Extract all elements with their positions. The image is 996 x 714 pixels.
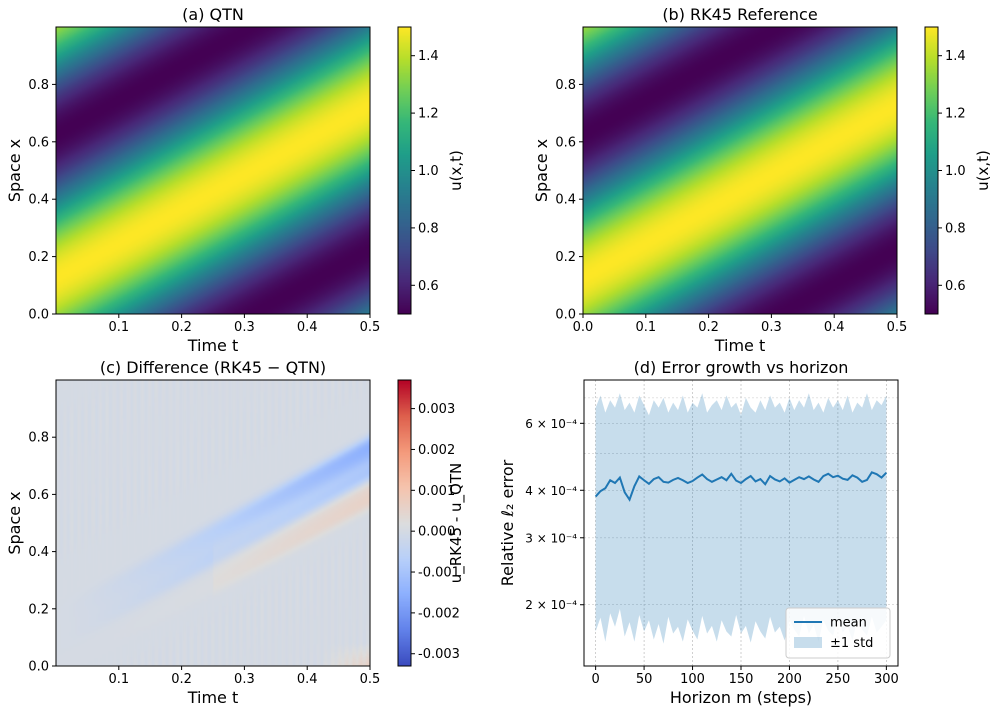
panel-d-std-band [595, 393, 887, 644]
panel-b-colorbar-tick-label-3: 1.2 [945, 107, 966, 122]
panel-c-ytick-label-2: 0.4 [28, 545, 49, 560]
panel-c-colorbar-tick-label-5: 0.002 [418, 443, 455, 458]
panel-c-colorbar-tick-label-6: 0.003 [418, 402, 455, 417]
panel-a-xlabel: Time t [187, 336, 239, 355]
panel-d-xtick-label-6: 300 [874, 672, 899, 687]
panel-b-ytick-label-0: 0.0 [555, 308, 576, 323]
panel-c-ytick-label-4: 0.8 [28, 431, 49, 446]
panel-c-plot-frame [55, 379, 371, 667]
panel-c-xlabel: Time t [187, 688, 239, 707]
panel-c-ytick-label-0: 0.0 [28, 660, 49, 675]
panel-c-xtick-label-0: 0.1 [108, 672, 129, 687]
panel-a-colorbar-tick-label-3: 1.2 [418, 107, 439, 122]
panel-b-colorbar-tick-label-2: 1.0 [945, 164, 966, 179]
panel-a-plot-frame [55, 26, 371, 315]
panel-a-ytick-label-1: 0.2 [28, 250, 49, 265]
panel-c-ytick-label-3: 0.6 [28, 488, 49, 503]
panel-a-colorbar-tick-label-1: 0.8 [418, 221, 439, 236]
panel-a-xtick-label-2: 0.3 [234, 320, 255, 335]
panel-d-legend-box [785, 607, 891, 659]
panel-c-colorbar-frame [397, 379, 412, 667]
panel-c-ytick-label-1: 0.2 [28, 602, 49, 617]
panel-c-colorbar-tick-label-1: -0.002 [418, 606, 460, 621]
panel-c-colorbar-tick-label-4: 0.001 [418, 484, 455, 499]
panel-b-colorbar-label: u(x,t) [974, 150, 992, 191]
panel-b-title: (b) RK45 Reference [662, 5, 817, 24]
panel-b-colorbar-tick-label-0: 0.6 [945, 279, 966, 294]
panel-a-ytick-label-0: 0.0 [28, 308, 49, 323]
panel-d-xtick-label-4: 200 [777, 672, 802, 687]
panel-b-ytick-label-2: 0.4 [555, 193, 576, 208]
panel-b-colorbar-gradient [925, 27, 938, 314]
panel-a-xtick-label-3: 0.4 [297, 320, 318, 335]
panel-d-legend-mean-label: mean [830, 616, 867, 631]
panel-b-heatmap-image [583, 27, 897, 314]
panel-b-xtick-label-5: 0.5 [887, 320, 908, 335]
panel-d-xlabel: Horizon m (steps) [670, 688, 812, 707]
panel-c-colorbar-tick-label-2: -0.001 [418, 566, 460, 581]
panel-d-ytick-label-0: 2 × 10⁻⁴ [525, 598, 577, 612]
panel-c-difference: 0.1 0.2 0.3 0.4 0.5 0.0 0.2 0.4 0.6 0.8 (c) Differ… [5, 358, 466, 707]
panel-d-mean-line [594, 471, 888, 502]
panel-a-heatmap-image [56, 27, 370, 314]
panel-a-colorbar-tick-label-4: 1.4 [418, 49, 439, 64]
panel-b-xtick-label-2: 0.2 [698, 320, 719, 335]
panel-b-xtick-label-0: 0.0 [573, 320, 594, 335]
panel-d-xtick-label-3: 150 [729, 672, 754, 687]
panel-a-colorbar-gradient [398, 27, 411, 314]
panel-b-ytick-label-1: 0.2 [555, 250, 576, 265]
panel-c-colorbar-tick-label-3: 0.000 [418, 525, 455, 540]
panel-b-xtick-label-1: 0.1 [635, 320, 656, 335]
panel-b-ylabel: Space x [532, 139, 551, 202]
panel-b-ytick-label-3: 0.6 [555, 135, 576, 150]
panel-d-xtick-label-5: 250 [825, 672, 850, 687]
panel-b-plot-frame [582, 26, 898, 315]
panel-b-rk45-reference: 0.0 0.1 0.2 0.3 0.4 0.5 0.0 0.2 0.4 0.6 0.8 (b) RK4… [532, 5, 992, 355]
panel-a-xtick-label-1: 0.2 [171, 320, 192, 335]
panel-a-qtn: 0.1 0.2 0.3 0.4 0.5 0.0 0.2 0.4 0.6 0.8 (a) QTN Tim… [5, 5, 465, 355]
panel-c-xtick-label-4: 0.5 [360, 672, 381, 687]
panel-d-legend-std-swatch [794, 637, 822, 648]
panel-a-ytick-label-3: 0.6 [28, 135, 49, 150]
panel-c-heatmap-image [56, 380, 370, 666]
panel-a-ytick-label-2: 0.4 [28, 193, 49, 208]
panel-b-colorbar-tick-label-1: 0.8 [945, 221, 966, 236]
panel-d-legend: mean ±1 std [785, 607, 891, 659]
panel-b-xtick-label-4: 0.4 [824, 320, 845, 335]
panel-b-xtick-label-3: 0.3 [761, 320, 782, 335]
panel-d-xtick-label-1: 50 [636, 672, 653, 687]
panel-d-legend-std-label: ±1 std [830, 636, 873, 651]
panel-c-colorbar-gradient [398, 380, 411, 666]
panel-c-xtick-label-2: 0.3 [234, 672, 255, 687]
panel-b-xlabel: Time t [714, 336, 766, 355]
panel-d-ylabel: Relative ℓ₂ error [498, 459, 517, 586]
panel-d-xtick-label-0: 0 [591, 672, 599, 687]
panel-c-xtick-label-3: 0.4 [297, 672, 318, 687]
panel-d-title: (d) Error growth vs horizon [634, 358, 849, 377]
panel-b-colorbar-tick-label-4: 1.4 [945, 49, 966, 64]
panel-a-colorbar-label: u(x,t) [447, 150, 465, 191]
panel-d-error-growth: 0 50 100 150 200 250 300 2 × 10⁻⁴ 3 × 10⁻⁴ 4 × 10… [498, 358, 899, 707]
panel-d-ytick-label-1: 3 × 10⁻⁴ [525, 531, 577, 545]
panel-c-colorbar-label: u_RK45 - u_QTN [447, 463, 466, 584]
panel-b-ytick-label-4: 0.8 [555, 78, 576, 93]
panel-d-ytick-label-3: 6 × 10⁻⁴ [525, 417, 577, 431]
panel-a-xtick-label-4: 0.5 [360, 320, 381, 335]
panel-c-xtick-label-1: 0.2 [171, 672, 192, 687]
panel-c-title: (c) Difference (RK45 − QTN) [100, 358, 326, 377]
panel-a-xtick-label-0: 0.1 [108, 320, 129, 335]
panel-a-ytick-label-4: 0.8 [28, 78, 49, 93]
panel-c-colorbar-tick-label-0: -0.003 [418, 647, 460, 662]
panel-c-ylabel: Space x [5, 491, 24, 554]
panel-a-ylabel: Space x [5, 139, 24, 202]
panel-d-xtick-label-2: 100 [680, 672, 705, 687]
panel-a-title: (a) QTN [182, 5, 244, 24]
panel-a-colorbar-tick-label-2: 1.0 [418, 164, 439, 179]
panel-d-ytick-label-2: 4 × 10⁻⁴ [525, 484, 577, 498]
panel-a-colorbar-tick-label-0: 0.6 [418, 279, 439, 294]
